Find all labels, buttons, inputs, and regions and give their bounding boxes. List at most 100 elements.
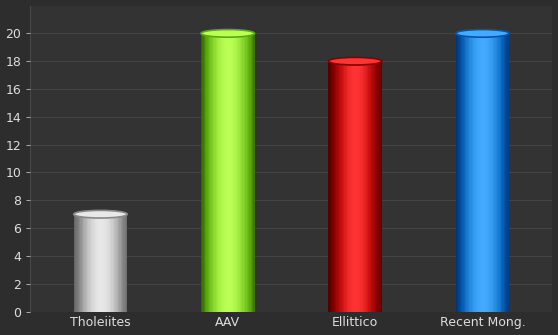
Bar — [94, 214, 95, 312]
Bar — [208, 34, 209, 312]
Bar — [381, 61, 382, 312]
Bar — [79, 214, 81, 312]
Bar — [76, 214, 78, 312]
Bar — [123, 214, 125, 312]
Bar — [464, 34, 465, 312]
Bar — [371, 61, 373, 312]
Bar — [98, 214, 99, 312]
Bar — [114, 214, 116, 312]
Bar — [99, 214, 101, 312]
Bar — [328, 61, 330, 312]
Bar — [508, 34, 509, 312]
Bar — [360, 61, 362, 312]
Bar — [31, 256, 552, 270]
Ellipse shape — [456, 29, 509, 37]
Bar — [223, 34, 224, 312]
Bar — [31, 117, 552, 131]
Bar — [227, 34, 228, 312]
Bar — [248, 34, 249, 312]
Bar — [220, 34, 222, 312]
Bar — [243, 34, 244, 312]
Bar — [31, 312, 552, 335]
Bar — [363, 61, 365, 312]
Bar — [378, 61, 379, 312]
Bar — [87, 214, 89, 312]
Bar — [221, 34, 223, 312]
Bar — [118, 214, 119, 312]
Bar — [493, 34, 495, 312]
Bar — [224, 34, 225, 312]
Bar — [31, 19, 552, 34]
Bar — [373, 61, 374, 312]
Ellipse shape — [201, 29, 254, 37]
Bar — [204, 34, 205, 312]
Bar — [497, 34, 499, 312]
Bar — [507, 34, 508, 312]
Bar — [122, 214, 123, 312]
Bar — [119, 214, 121, 312]
Ellipse shape — [74, 308, 127, 316]
Ellipse shape — [201, 308, 254, 316]
Bar — [370, 61, 372, 312]
Bar — [31, 89, 552, 103]
Bar — [234, 34, 236, 312]
Bar — [484, 34, 485, 312]
Bar — [353, 61, 354, 312]
Bar — [487, 34, 488, 312]
Bar — [357, 61, 358, 312]
Bar — [379, 61, 381, 312]
Bar — [355, 61, 357, 312]
Bar — [240, 34, 242, 312]
Bar — [505, 34, 507, 312]
Bar — [245, 34, 247, 312]
Bar — [498, 34, 500, 312]
Bar — [31, 214, 552, 228]
Ellipse shape — [328, 308, 382, 316]
Bar — [478, 34, 480, 312]
Bar — [457, 34, 459, 312]
Bar — [485, 34, 487, 312]
Bar — [84, 214, 86, 312]
Bar — [477, 34, 479, 312]
Bar — [80, 214, 82, 312]
Bar — [74, 214, 75, 312]
Bar — [31, 242, 552, 256]
Bar — [343, 61, 345, 312]
Bar — [374, 61, 376, 312]
Bar — [31, 34, 552, 47]
Bar — [111, 214, 113, 312]
Bar — [31, 47, 552, 61]
Bar — [466, 34, 468, 312]
Bar — [233, 34, 235, 312]
Bar — [350, 61, 352, 312]
Bar — [31, 131, 552, 145]
Bar — [124, 214, 126, 312]
Bar — [474, 34, 476, 312]
Bar — [218, 34, 220, 312]
Bar — [340, 61, 342, 312]
Bar — [496, 34, 497, 312]
Bar — [106, 214, 108, 312]
Bar — [31, 103, 552, 117]
Bar — [31, 270, 552, 284]
Bar — [461, 34, 463, 312]
Bar — [253, 34, 255, 312]
Bar — [476, 34, 477, 312]
Ellipse shape — [456, 308, 509, 316]
Bar — [335, 61, 336, 312]
Bar — [247, 34, 248, 312]
Bar — [470, 34, 472, 312]
Bar — [469, 34, 470, 312]
Bar — [362, 61, 363, 312]
Bar — [31, 158, 552, 173]
Bar — [89, 214, 90, 312]
Bar — [229, 34, 230, 312]
Bar — [489, 34, 490, 312]
Bar — [205, 34, 206, 312]
Bar — [344, 61, 346, 312]
Bar — [333, 61, 334, 312]
Bar — [104, 214, 106, 312]
Bar — [232, 34, 233, 312]
Bar — [31, 284, 552, 298]
Bar — [377, 61, 378, 312]
